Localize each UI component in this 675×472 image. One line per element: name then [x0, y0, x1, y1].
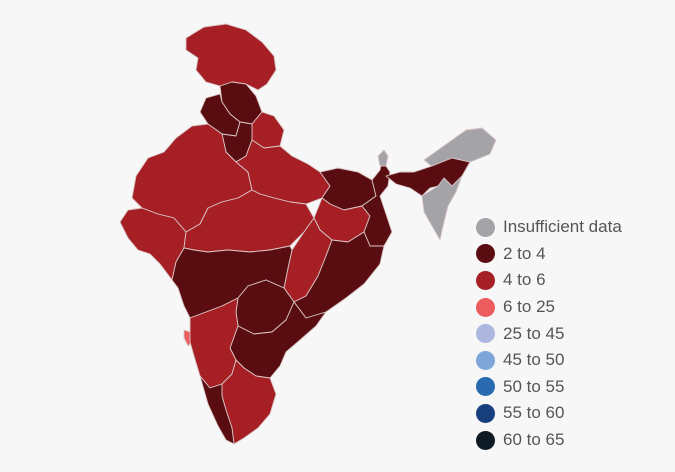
legend-swatch	[476, 324, 495, 344]
legend-label: 55 to 60	[503, 403, 565, 423]
region-assam[interactable]	[385, 157, 471, 197]
legend-item-45-to-50[interactable]: 45 to 50	[476, 347, 671, 374]
legend-label: 25 to 45	[503, 323, 565, 343]
legend-label: Insufficient data	[503, 217, 622, 237]
region-odisha[interactable]	[293, 231, 385, 319]
region-sikkim[interactable]	[377, 149, 389, 167]
legend-item-55-to-60[interactable]: 55 to 60	[476, 400, 671, 427]
region-jammu-kashmir[interactable]	[185, 23, 277, 91]
legend-swatch	[476, 270, 495, 290]
region-kerala[interactable]	[199, 375, 235, 445]
map-legend: Insufficient data 2 to 4 4 to 6 6 to 25 …	[476, 214, 671, 453]
legend-label: 2 to 4	[503, 243, 546, 263]
legend-item-2-to-4[interactable]: 2 to 4	[476, 241, 671, 268]
legend-item-25-to-45[interactable]: 25 to 45	[476, 320, 671, 347]
legend-item-insufficient-data[interactable]: Insufficient data	[476, 214, 671, 241]
legend-label: 50 to 55	[503, 376, 565, 396]
legend-label: 45 to 50	[503, 350, 565, 370]
legend-swatch	[476, 403, 495, 423]
legend-item-6-to-25[interactable]: 6 to 25	[476, 294, 671, 321]
legend-item-50-to-55[interactable]: 50 to 55	[476, 374, 671, 401]
legend-swatch	[476, 377, 495, 397]
legend-item-60-to-65[interactable]: 60 to 65	[476, 427, 671, 454]
legend-label: 60 to 65	[503, 430, 565, 450]
legend-swatch	[476, 244, 495, 264]
legend-swatch	[476, 350, 495, 370]
region-gujarat[interactable]	[119, 207, 187, 281]
legend-swatch	[476, 297, 495, 317]
legend-label: 4 to 6	[503, 270, 546, 290]
legend-swatch	[476, 217, 495, 237]
legend-item-4-to-6[interactable]: 4 to 6	[476, 267, 671, 294]
legend-swatch	[476, 430, 495, 450]
legend-label: 6 to 25	[503, 297, 555, 317]
region-west-bengal[interactable]	[361, 159, 393, 247]
